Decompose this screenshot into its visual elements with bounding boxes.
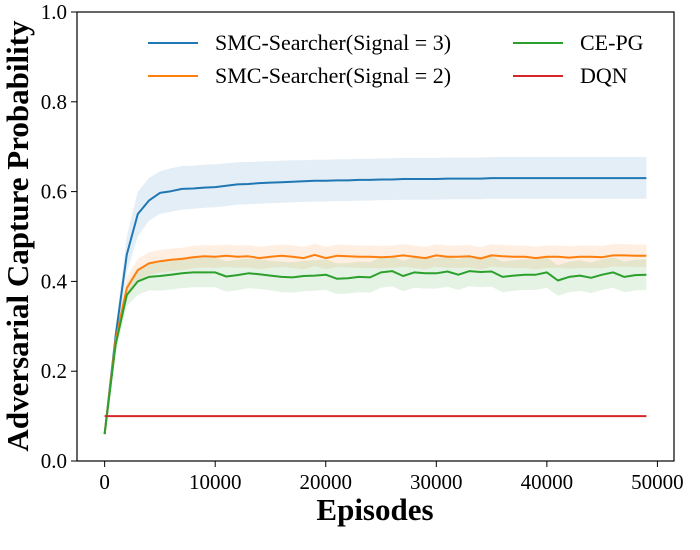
x-tick-label: 50000 <box>631 470 684 494</box>
series-lines <box>103 177 647 435</box>
x-axis: 0 10000 20000 30000 40000 50000 <box>99 461 684 494</box>
legend: SMC-Searcher(Signal = 3) SMC-Searcher(Sig… <box>148 30 644 88</box>
series-line-smc-searcher-signal-3 <box>103 177 647 435</box>
x-tick-label: 40000 <box>521 470 574 494</box>
series-line-ce-pg <box>103 270 647 435</box>
confidence-bands <box>104 157 647 435</box>
y-axis-title: Adversarial Capture Probability <box>0 20 35 452</box>
y-tick-label: 1.0 <box>41 0 67 24</box>
series-line-smc-searcher-signal-2 <box>103 253 647 435</box>
legend-item-smc-searcher-signal-2: SMC-Searcher(Signal = 2) <box>148 63 451 88</box>
y-tick-label: 0.2 <box>41 359 67 383</box>
y-tick-label: 0.8 <box>41 90 67 114</box>
x-axis-title: Episodes <box>316 492 433 527</box>
y-axis: 0.0 0.2 0.4 0.6 0.8 1.0 <box>41 0 77 473</box>
y-tick-label: 0.0 <box>41 449 67 473</box>
x-tick-label: 0 <box>99 470 110 494</box>
x-tick-label: 30000 <box>410 470 463 494</box>
legend-label: SMC-Searcher(Signal = 2) <box>215 63 451 88</box>
band-ce-pg <box>104 255 647 435</box>
legend-label: SMC-Searcher(Signal = 3) <box>215 30 451 55</box>
legend-item-ce-pg: CE-PG <box>513 30 644 55</box>
legend-item-smc-searcher-signal-3: SMC-Searcher(Signal = 3) <box>148 30 451 55</box>
legend-label: CE-PG <box>580 30 644 55</box>
y-tick-label: 0.6 <box>41 180 67 204</box>
plot-frame <box>76 11 675 462</box>
x-tick-label: 10000 <box>189 470 242 494</box>
legend-label: DQN <box>580 63 628 88</box>
legend-item-dqn: DQN <box>513 63 628 88</box>
y-tick-label: 0.4 <box>41 269 68 293</box>
band-smc-searcher-signal-3 <box>104 157 647 435</box>
band-smc-searcher-signal-2 <box>104 243 647 435</box>
x-tick-label: 20000 <box>300 470 353 494</box>
